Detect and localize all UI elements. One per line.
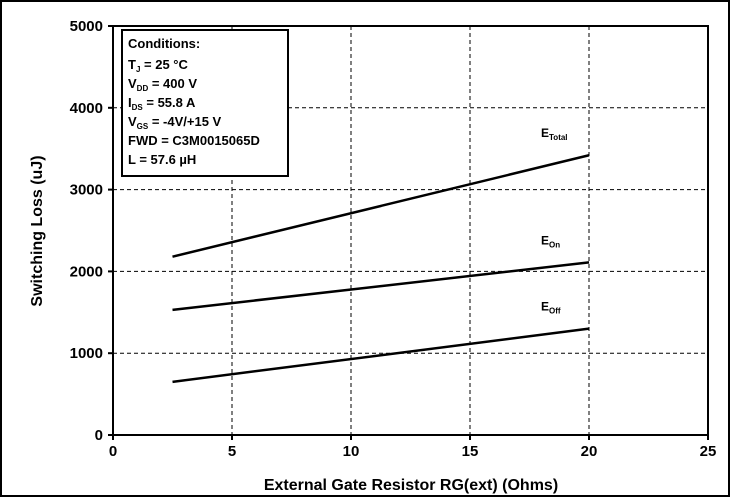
x-tick-label: 5	[228, 443, 236, 460]
series-line-e_off	[172, 327, 590, 384]
conditions-box: Conditions: TJ = 25 °C VDD = 400 V IDS = 55…	[121, 29, 289, 177]
y-tick-label: 1000	[70, 345, 103, 362]
x-axis-title: External Gate Resistor RG(ext) (Ohms)	[264, 477, 558, 494]
series	[172, 154, 590, 384]
y-tick-label: 4000	[70, 100, 103, 117]
x-tick-label: 15	[462, 443, 479, 460]
series-label-e_off: EOff	[541, 300, 561, 316]
conditions-line: L = 57.6 µH	[128, 152, 196, 167]
conditions-line: TJ = 25 °C	[128, 57, 188, 74]
x-tick-label: 20	[581, 443, 598, 460]
series-line-e_on	[172, 261, 590, 312]
series-line-e_total	[172, 154, 590, 258]
y-tick-label: 3000	[70, 182, 103, 199]
axes: 0 5 10 15 20 25 0 1000 2000 3000 4000 5000	[70, 18, 717, 460]
y-tick-label: 2000	[70, 263, 103, 280]
conditions-line: VGS = -4V/+15 V	[128, 114, 222, 131]
conditions-line: FWD = C3M0015065D	[128, 133, 260, 148]
series-label-e_on: EOn	[541, 233, 560, 249]
conditions-box-frame	[121, 29, 289, 177]
conditions-heading: Conditions:	[128, 36, 200, 51]
x-tick-label: 10	[343, 443, 360, 460]
x-tick-label: 25	[700, 443, 717, 460]
y-tick-label: 5000	[70, 18, 103, 35]
y-axis-title: Switching Loss (uJ)	[29, 155, 46, 306]
x-tick-label: 0	[109, 443, 117, 460]
y-tick-label: 0	[95, 427, 103, 444]
series-labels: ETotal EOn EOff	[541, 126, 568, 315]
conditions-line: IDS = 55.8 A	[128, 95, 196, 112]
plot-area-frame	[112, 25, 709, 436]
conditions-line: VDD = 400 V	[128, 76, 197, 93]
series-label-e_total: ETotal	[541, 126, 568, 142]
